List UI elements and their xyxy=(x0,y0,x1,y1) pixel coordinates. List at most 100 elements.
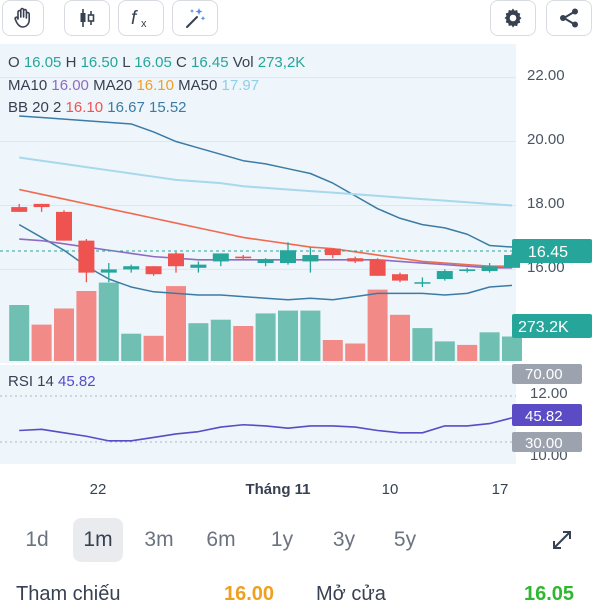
volume-bar xyxy=(300,310,321,361)
rsi-line xyxy=(19,417,513,442)
ma-legend: MA10 16.00 MA20 16.10 MA50 17.97 xyxy=(8,77,259,94)
candle-body xyxy=(190,264,207,268)
period-1d[interactable]: 1d xyxy=(25,528,49,551)
volume-bar xyxy=(367,289,388,361)
hand-icon-button[interactable] xyxy=(2,0,44,36)
volume-bar xyxy=(479,332,500,361)
candle-body xyxy=(257,259,274,264)
rsi-30-value: 30.00 xyxy=(525,435,563,452)
bb-upper-line xyxy=(19,115,513,248)
volume-value: 273.2K xyxy=(518,319,569,336)
candle-body xyxy=(33,203,50,208)
x-axis-label: 22 xyxy=(90,481,107,498)
volume-bar xyxy=(390,314,410,361)
candle-body xyxy=(392,274,408,281)
volume-bar xyxy=(76,291,97,361)
rsi-polyline xyxy=(19,417,513,442)
x-axis-label: 17 xyxy=(492,481,509,498)
current-price-badge xyxy=(512,239,592,263)
magic-sparkle-icon-button[interactable] xyxy=(172,0,218,36)
candle-body xyxy=(347,258,364,262)
volume-bar xyxy=(121,333,142,361)
volume-bar xyxy=(502,336,522,361)
svg-text:f: f xyxy=(131,8,138,29)
volume-bar xyxy=(9,305,30,361)
price-axis-label: 20.00 xyxy=(527,131,565,148)
candle-body xyxy=(436,271,453,280)
price-axis-label: 22.00 xyxy=(527,67,565,84)
price-summary-row: Tham chiếu 16.00 Mở cửa 16.05 xyxy=(0,583,600,613)
open-price-value: 16.05 xyxy=(524,583,575,605)
candle-body xyxy=(100,269,117,273)
settings-button[interactable] xyxy=(490,0,536,36)
volume-bar xyxy=(322,340,343,361)
share-icon xyxy=(560,8,578,28)
volume-bar xyxy=(233,326,254,361)
price-axis-label: 18.00 xyxy=(527,195,565,212)
period-1y[interactable]: 1y xyxy=(270,528,294,551)
candle-body xyxy=(212,253,229,262)
period-5y[interactable]: 5y xyxy=(393,528,417,551)
period-1m[interactable]: 1m xyxy=(73,518,123,562)
rsi-axis-label: 12.00 xyxy=(530,385,568,402)
candle-body xyxy=(459,269,476,272)
candle-body xyxy=(145,266,162,275)
candle-body xyxy=(123,266,140,270)
reference-price-value: 16.00 xyxy=(224,583,275,605)
candle-body xyxy=(302,255,319,262)
svg-text:x: x xyxy=(141,18,147,30)
rsi-current-badge xyxy=(512,404,582,426)
rsi-70-badge xyxy=(512,364,582,384)
expand-icon xyxy=(553,531,571,549)
gear-icon xyxy=(504,8,522,28)
ohlc-legend: O 16.05 H 16.50 L 16.05 C 16.45 Vol 273,… xyxy=(8,54,305,71)
rsi-70-value: 70.00 xyxy=(525,366,563,383)
current-price-value: 16.45 xyxy=(528,244,568,261)
rsi-current-value: 45.82 xyxy=(525,408,563,425)
volume-bar xyxy=(143,335,164,361)
candle-body xyxy=(481,266,498,272)
candle-body xyxy=(168,253,184,267)
volume-bar xyxy=(31,324,52,361)
stock-chart[interactable]: O 16.05 H 16.50 L 16.05 C 16.45 Vol 273,… xyxy=(0,44,600,504)
rsi-30-badge xyxy=(512,432,582,452)
period-3y[interactable]: 3y xyxy=(332,528,356,551)
hand-icon xyxy=(14,7,30,28)
price-axis-label: 16.00 xyxy=(527,259,565,276)
open-price-label: Mở cửa xyxy=(316,583,386,605)
volume-bar xyxy=(188,323,209,361)
ma20-line xyxy=(19,188,512,268)
candle-body xyxy=(324,248,341,256)
rsi-legend: RSI 14 45.82 xyxy=(8,373,96,390)
volume-bar xyxy=(54,308,74,361)
volume-bar xyxy=(434,341,455,361)
candle-body xyxy=(414,282,431,284)
candlestick-icon-button[interactable] xyxy=(64,0,110,36)
price-candles xyxy=(11,203,520,288)
x-axis-label: 10 xyxy=(382,481,399,498)
volume-bar xyxy=(255,313,276,361)
volume-bar xyxy=(345,343,366,361)
volume-badge xyxy=(512,314,592,338)
candle-body xyxy=(78,240,95,273)
volume-bars xyxy=(9,282,522,361)
stock-chart-area[interactable]: O 16.05 H 16.50 L 16.05 C 16.45 Vol 273,… xyxy=(0,44,600,504)
reference-price-label: Tham chiếu xyxy=(16,583,121,605)
share-button[interactable] xyxy=(546,0,592,36)
volume-bar xyxy=(457,344,478,361)
fullscreen-button[interactable] xyxy=(544,522,580,558)
candle-body xyxy=(56,211,72,241)
period-3m[interactable]: 3m xyxy=(144,528,174,551)
period-selector: 1d 1m 3m 6m 1y 3y 5y xyxy=(0,518,600,564)
volume-bar xyxy=(278,310,298,361)
volume-bar xyxy=(412,328,433,361)
candlestick-icon xyxy=(80,9,95,27)
candle-body xyxy=(369,259,386,276)
period-6m[interactable]: 6m xyxy=(206,528,236,551)
bollinger-bands xyxy=(18,115,513,301)
magic-sparkle-icon xyxy=(186,8,206,28)
candle-body xyxy=(235,256,252,259)
